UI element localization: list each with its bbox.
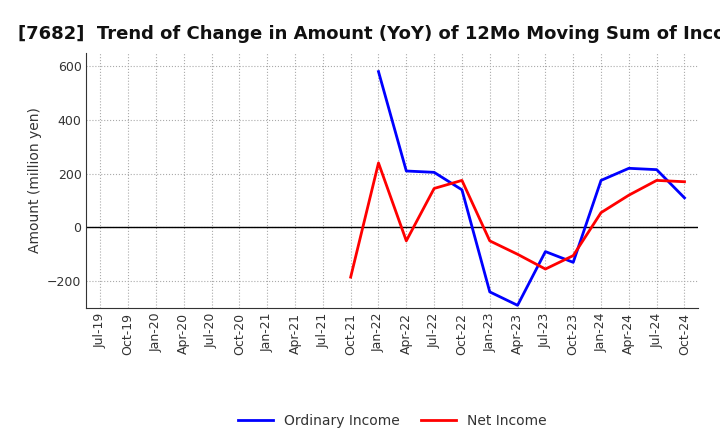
Net Income [430, 186, 438, 191]
Net Income [541, 266, 550, 271]
Y-axis label: Amount (million yen): Amount (million yen) [27, 107, 42, 253]
Net Income [652, 178, 661, 183]
Net Income [513, 252, 522, 257]
Net Income [485, 238, 494, 243]
Title: [7682]  Trend of Change in Amount (YoY) of 12Mo Moving Sum of Incomes: [7682] Trend of Change in Amount (YoY) o… [18, 25, 720, 43]
Net Income [569, 253, 577, 258]
Net Income [346, 275, 355, 280]
Net Income [374, 160, 383, 165]
Line: Ordinary Income: Ordinary Income [323, 72, 685, 305]
Ordinary Income [458, 187, 467, 192]
Ordinary Income [624, 166, 633, 171]
Line: Net Income: Net Income [351, 163, 685, 277]
Net Income [624, 193, 633, 198]
Ordinary Income [430, 170, 438, 175]
Ordinary Income [374, 69, 383, 74]
Ordinary Income [513, 303, 522, 308]
Net Income [680, 179, 689, 184]
Ordinary Income [680, 195, 689, 201]
Ordinary Income [597, 178, 606, 183]
Ordinary Income [652, 167, 661, 172]
Net Income [458, 178, 467, 183]
Ordinary Income [402, 169, 410, 174]
Net Income [402, 238, 410, 243]
Legend: Ordinary Income, Net Income: Ordinary Income, Net Income [233, 409, 552, 434]
Ordinary Income [318, 209, 327, 214]
Net Income [597, 210, 606, 215]
Ordinary Income [541, 249, 550, 254]
Ordinary Income [569, 260, 577, 265]
Ordinary Income [485, 289, 494, 294]
